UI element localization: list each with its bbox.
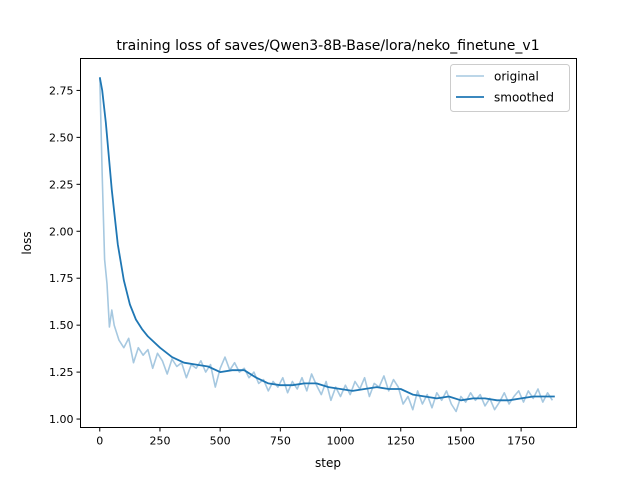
- chart-title: training loss of saves/Qwen3-8B-Base/lor…: [116, 38, 539, 54]
- x-tick-label: 250: [149, 435, 170, 448]
- y-axis-label: loss: [20, 231, 34, 254]
- axes-frame: [80, 58, 577, 428]
- x-tick-label: 0: [96, 435, 103, 448]
- x-axis: 0 250 500 750 1000 1250 1500 1750: [96, 427, 535, 448]
- x-tick-label: 500: [210, 435, 231, 448]
- y-tick-label: 2.00: [49, 225, 74, 238]
- legend-label-original: original: [494, 70, 539, 84]
- x-tick-label: 1250: [387, 435, 415, 448]
- legend-label-smoothed: smoothed: [494, 91, 554, 105]
- y-tick-label: 1.00: [49, 413, 74, 426]
- series-line-original: [99, 77, 554, 413]
- x-axis-label: step: [315, 456, 341, 470]
- y-tick-label: 2.75: [49, 84, 74, 97]
- y-axis: 1.00 1.25 1.50 1.75 2.00 2.25 2.50 2.75: [49, 84, 81, 426]
- x-tick-label: 1000: [327, 435, 355, 448]
- y-tick-label: 1.25: [49, 366, 74, 379]
- x-tick-label: 750: [270, 435, 291, 448]
- y-tick-label: 2.25: [49, 178, 74, 191]
- x-tick-label: 1750: [507, 435, 535, 448]
- plot-area: [98, 77, 555, 413]
- y-tick-label: 2.50: [49, 131, 74, 144]
- x-tick-label: 1500: [447, 435, 475, 448]
- y-tick-label: 1.75: [49, 272, 74, 285]
- series-line-smoothed: [98, 77, 555, 402]
- y-tick-label: 1.50: [49, 319, 74, 332]
- legend: original smoothed: [450, 64, 570, 112]
